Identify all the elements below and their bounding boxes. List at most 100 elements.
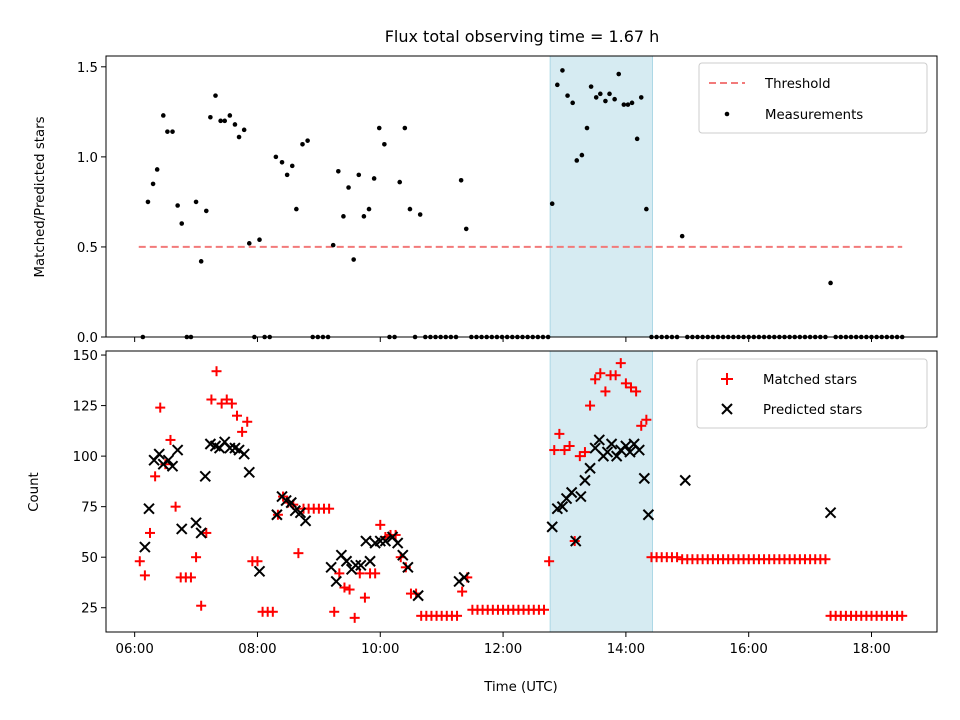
predicted-star-point [238,448,250,460]
measurement-point [289,163,295,169]
predicted-star-point [330,575,342,588]
predicted-star-point [620,440,632,452]
legend-matched-swatch [721,373,733,385]
measurement-point [560,68,565,73]
matched-star-point [155,402,166,413]
measurement-point [356,172,362,178]
predicted-star-point [575,490,587,503]
measurement-point [376,125,382,131]
measurement-point [629,100,635,106]
matched-star-point [267,606,278,617]
matched-star-point [579,447,590,458]
legend-measurements-swatch [724,111,730,117]
predicted-star-point [143,502,155,515]
x-axis-label: Time (UTC) [483,680,558,695]
matched-star-point [564,441,575,452]
measurement-point [300,141,305,147]
y-tick-label: 50 [81,551,98,566]
measurement-point [570,100,575,106]
measurement-point [371,176,377,181]
predicted-star-point [679,474,691,487]
predicted-star-point [397,549,409,561]
measurement-point [565,93,570,98]
predicted-star-point [638,472,651,485]
matched-star-point [293,548,304,559]
legend-predicted-swatch [721,403,733,415]
measurement-point [330,242,336,248]
y-tick-label: 125 [73,400,98,415]
matched-star-point [339,582,350,593]
matched-star-point [539,604,550,615]
predicted-star-point [190,517,202,529]
matched-star-point [615,358,626,369]
predicted-star-point [402,561,414,574]
measurement-point [417,212,423,217]
predicted-star-point [199,470,211,483]
matched-star-point [139,570,150,581]
measurement-point [579,152,585,158]
bottom-y-axis-label: Count [27,472,42,512]
predicted-star-point [340,555,353,567]
matched-star-point [620,378,631,389]
matched-star-point [185,572,196,583]
measurement-point [574,158,580,163]
matched-star-point [574,451,585,462]
measurement-point [598,91,603,97]
bottom-plot-frame [105,350,938,633]
bottom-y-ticks: 25 50 75 100 125 150 [73,349,106,617]
matched-star-point [221,394,232,405]
matched-star-point [334,568,345,579]
measurement-point [407,206,413,212]
measurement-point [463,226,469,232]
predicted-star-point [593,434,605,446]
matched-star-point [610,370,621,381]
legend-threshold-label: Threshold [764,77,831,92]
measurement-point [341,214,346,219]
top-y-axis-label: Matched/Predicted stars [33,116,48,277]
legend-measurements-label: Measurements [765,108,863,123]
legend-matched-label: Matched stars [763,373,857,388]
measurement-point [607,91,612,97]
matched-star-point [344,584,355,595]
matched-star-point [196,600,207,611]
predicted-star-point [271,509,283,521]
matched-star-point [165,434,176,445]
measurement-point [644,206,649,212]
measurement-point [203,208,209,214]
predicted-star-point [579,474,591,487]
measurement-point [346,185,351,190]
matched-star-point [329,606,340,617]
x-tick-label: 08:00 [238,642,276,657]
measurement-point [621,102,627,107]
top-x-ticks [134,337,873,342]
measurement-point [361,214,367,219]
matched-star-point [170,501,181,512]
matched-star-point [191,552,202,563]
measurement-point [305,138,310,143]
y-tick-label: 25 [81,602,98,617]
predicted-star-point [171,444,184,456]
measurement-point [584,125,590,131]
predicted-star-point [253,565,266,578]
x-tick-label: 14:00 [607,642,645,657]
predicted-star-point [153,448,165,460]
predicted-star-point [601,446,614,458]
matched-star-point [370,568,381,579]
y-tick-label: 1.0 [77,151,98,166]
measurement-point [179,221,185,226]
matched-star-point [590,374,601,385]
matched-star-point [897,610,908,621]
matched-star-point [206,394,217,405]
measurement-point [294,206,299,212]
predicted-star-point [299,515,312,527]
predicted-star-point [391,537,404,549]
top-legend-box [698,62,928,134]
matched-star-point [134,556,145,567]
measurement-point [273,154,279,160]
predicted-star-point [556,500,569,513]
bottom-legend: Matched stars Predicted stars [696,358,928,429]
predicted-star-point [605,438,618,450]
matched-star-point [585,400,596,411]
measurement-point [382,141,387,147]
